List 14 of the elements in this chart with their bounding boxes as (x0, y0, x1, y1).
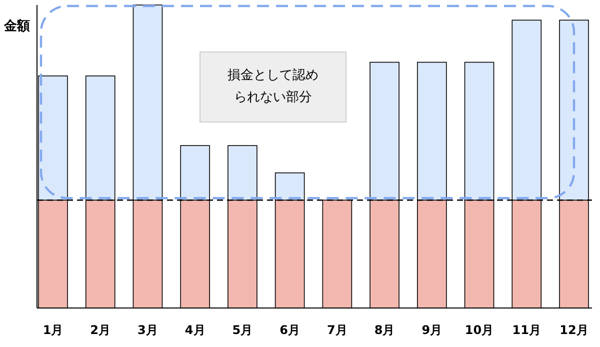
x-tick-label: 6月 (280, 323, 300, 337)
y-axis-title: 金額 (3, 18, 30, 34)
x-tick-label: 4月 (184, 323, 206, 337)
x-tick-label: 3月 (138, 323, 158, 337)
note-box: 損金として認められない部分 (200, 52, 346, 122)
x-tick-label: 10月 (464, 323, 494, 337)
x-tick-label: 9月 (422, 323, 442, 337)
x-tick-label: 11月 (512, 323, 541, 337)
x-tick-label: 2月 (90, 323, 111, 337)
x-tick-label: 8月 (374, 323, 395, 337)
x-tick-label: 7月 (327, 323, 348, 337)
x-tick-label: 12月 (560, 323, 588, 337)
x-tick-label: 5月 (232, 323, 253, 337)
x-tick-label: 1月 (42, 323, 64, 337)
